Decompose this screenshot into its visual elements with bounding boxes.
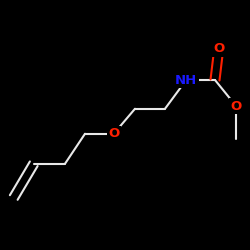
Text: O: O bbox=[230, 100, 242, 113]
Text: O: O bbox=[213, 42, 224, 55]
Text: O: O bbox=[108, 127, 120, 140]
Text: NH: NH bbox=[175, 74, 198, 86]
